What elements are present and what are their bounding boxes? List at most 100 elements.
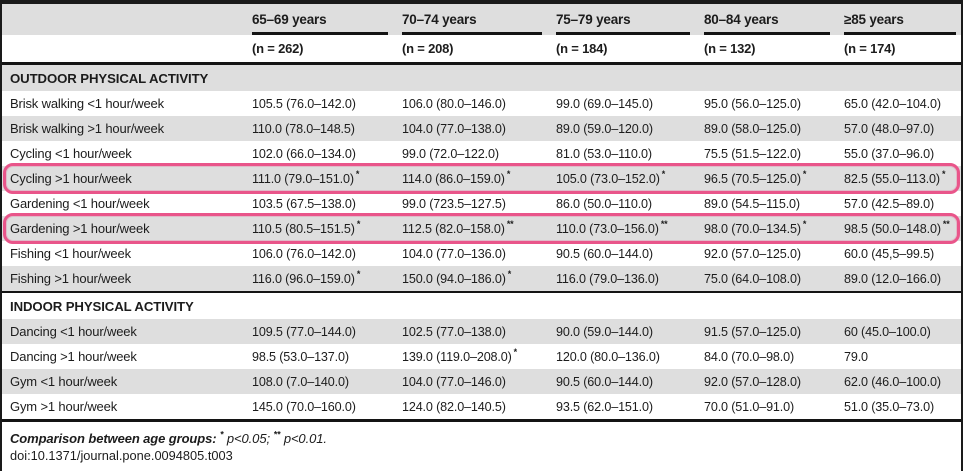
- value-cell: 114.0 (86.0–159.0) *: [402, 169, 511, 186]
- value-cell: 103.5 (67.5–138.0): [252, 196, 356, 211]
- doi-line: doi:10.1371/journal.pone.0094805.t003: [10, 448, 233, 463]
- value-cell: 70.0 (51.0–91.0): [704, 399, 795, 414]
- significance-marker: **: [942, 219, 950, 230]
- value-cell: 104.0 (77.0–138.0): [402, 121, 506, 136]
- significance-marker: *: [802, 169, 807, 180]
- value-cell: 99.0 (723.5–127.5): [402, 196, 506, 211]
- significance-marker: *: [802, 219, 807, 230]
- table-row: Dancing <1 hour/week 109.5 (77.0–144.0) …: [2, 319, 961, 344]
- value-cell: 81.0 (53.0–110.0): [556, 146, 652, 161]
- data-table: 65–69 years 70–74 years 75–79 years 80–8…: [2, 0, 961, 422]
- value-cell: 60.0 (45,5–99.5): [844, 246, 935, 261]
- value-cell: 62.0 (46.0–100.0): [844, 374, 941, 389]
- header-row-n: (n = 262) (n = 208) (n = 184) (n = 132) …: [2, 35, 961, 65]
- value-cell: 110.0 (73.0–156.0) **: [556, 219, 668, 236]
- table-row: Brisk walking >1 hour/week 110.0 (78.0–1…: [2, 116, 961, 141]
- significance-marker: *: [506, 169, 511, 180]
- value-cell: 82.5 (55.0–113.0) *: [844, 169, 946, 186]
- sample-size-cell: (n = 132): [704, 41, 756, 56]
- value-cell: 116.0 (96.0–159.0) *: [252, 269, 361, 286]
- value-cell: 57.0 (42.5–89.0): [844, 196, 935, 211]
- significance-marker: *: [661, 169, 666, 180]
- age-column-header: 70–74 years: [402, 4, 556, 35]
- table-row: Gardening <1 hour/week 103.5 (67.5–138.0…: [2, 191, 961, 216]
- value-cell: 98.0 (70.0–134.5) *: [704, 219, 807, 236]
- section-header-indoor: INDOOR PHYSICAL ACTIVITY: [2, 291, 961, 319]
- footnote: Comparison between age groups: * p<0.05;…: [2, 422, 961, 446]
- value-cell: 89.0 (54.5–115.0): [704, 196, 800, 211]
- value-cell: 75.5 (51.5–122.0): [704, 146, 801, 161]
- value-cell: 86.0 (50.0–110.0): [556, 196, 652, 211]
- footnote-sig2: p<0.01.: [283, 431, 327, 446]
- value-cell: 92.0 (57.0–125.0): [704, 246, 801, 261]
- sample-size-cell: (n = 262): [252, 41, 304, 56]
- value-cell: 102.0 (66.0–134.0): [252, 146, 356, 161]
- row-label: Cycling <1 hour/week: [10, 146, 132, 161]
- value-cell: 98.5 (53.0–137.0): [252, 349, 349, 364]
- row-label: Gardening >1 hour/week: [10, 221, 150, 236]
- value-cell: 91.5 (57.0–125.0): [704, 324, 801, 339]
- significance-marker: **: [273, 429, 281, 440]
- sample-size-cell: (n = 174): [844, 41, 896, 56]
- section-header-outdoor: OUTDOOR PHYSICAL ACTIVITY: [2, 65, 961, 91]
- table-row: Fishing <1 hour/week 106.0 (76.0–142.0) …: [2, 241, 961, 266]
- significance-marker: **: [660, 219, 668, 230]
- value-cell: 110.0 (78.0–148.5): [252, 121, 355, 136]
- value-cell: 84.0 (70.0–98.0): [704, 349, 795, 364]
- significance-marker: *: [507, 269, 512, 280]
- value-cell: 90.5 (60.0–144.0): [556, 246, 653, 261]
- table-row-highlighted: Cycling >1 hour/week 111.0 (79.0–151.0) *…: [2, 163, 961, 194]
- value-cell: 92.0 (57.0–128.0): [704, 374, 801, 389]
- significance-marker: **: [506, 219, 514, 230]
- value-cell: 116.0 (79.0–136.0): [556, 271, 659, 286]
- row-label: Cycling >1 hour/week: [10, 171, 132, 186]
- age-column-header: 80–84 years: [704, 4, 844, 35]
- age-column-header: 65–69 years: [252, 4, 402, 35]
- value-cell: 106.0 (76.0–142.0): [252, 246, 356, 261]
- value-cell: 104.0 (77.0–136.0): [402, 246, 506, 261]
- value-cell: 110.5 (80.5–151.5) *: [252, 219, 361, 236]
- table-row: Gym >1 hour/week 145.0 (70.0–160.0) 124.…: [2, 394, 961, 422]
- value-cell: 60 (45.0–100.0): [844, 324, 931, 339]
- value-cell: 89.0 (59.0–120.0): [556, 121, 653, 136]
- value-cell: 65.0 (42.0–104.0): [844, 96, 941, 111]
- row-label: Gym <1 hour/week: [10, 374, 118, 389]
- table-row-highlighted: Gardening >1 hour/week 110.5 (80.5–151.5…: [2, 213, 961, 244]
- value-cell: 145.0 (70.0–160.0): [252, 399, 356, 414]
- value-cell: 108.0 (7.0–140.0): [252, 374, 349, 389]
- value-cell: 150.0 (94.0–186.0) *: [402, 269, 512, 286]
- value-cell: 51.0 (35.0–73.0): [844, 399, 935, 414]
- value-cell: 111.0 (79.0–151.0) *: [252, 169, 360, 186]
- value-cell: 98.5 (50.0–148.0) **: [844, 219, 950, 236]
- significance-marker: *: [941, 169, 946, 180]
- value-cell: 96.5 (70.5–125.0) *: [704, 169, 807, 186]
- row-label: Dancing <1 hour/week: [10, 324, 137, 339]
- table-row: Cycling <1 hour/week 102.0 (66.0–134.0) …: [2, 141, 961, 166]
- value-cell: 105.5 (76.0–142.0): [252, 96, 356, 111]
- table-row: Gym <1 hour/week 108.0 (7.0–140.0) 104.0…: [2, 369, 961, 394]
- value-cell: 109.5 (77.0–144.0): [252, 324, 356, 339]
- significance-marker: *: [356, 219, 361, 230]
- value-cell: 105.0 (73.0–152.0) *: [556, 169, 666, 186]
- row-label: Fishing <1 hour/week: [10, 246, 131, 261]
- table-row: Dancing >1 hour/week 98.5 (53.0–137.0) 1…: [2, 344, 961, 369]
- row-label: Gardening <1 hour/week: [10, 196, 150, 211]
- header-row-years: 65–69 years 70–74 years 75–79 years 80–8…: [2, 4, 961, 35]
- row-label: Dancing >1 hour/week: [10, 349, 137, 364]
- value-cell: 55.0 (37.0–96.0): [844, 146, 935, 161]
- significance-marker: *: [355, 169, 360, 180]
- value-cell: 57.0 (48.0–97.0): [844, 121, 935, 136]
- sample-size-cell: (n = 184): [556, 41, 608, 56]
- age-column-header: 75–79 years: [556, 4, 704, 35]
- value-cell: 95.0 (56.0–125.0): [704, 96, 801, 111]
- table-row: Brisk walking <1 hour/week 105.5 (76.0–1…: [2, 91, 961, 116]
- value-cell: 112.5 (82.0–158.0) **: [402, 219, 514, 236]
- value-cell: 90.0 (59.0–144.0): [556, 324, 653, 339]
- value-cell: 139.0 (119.0–208.0) *: [402, 347, 518, 364]
- value-cell: 90.5 (60.0–144.0): [556, 374, 653, 389]
- value-cell: 124.0 (82.0–140.5): [402, 399, 506, 414]
- value-cell: 102.5 (77.0–138.0): [402, 324, 506, 339]
- sample-size-cell: (n = 208): [402, 41, 454, 56]
- value-cell: 89.0 (12.0–166.0): [844, 271, 941, 286]
